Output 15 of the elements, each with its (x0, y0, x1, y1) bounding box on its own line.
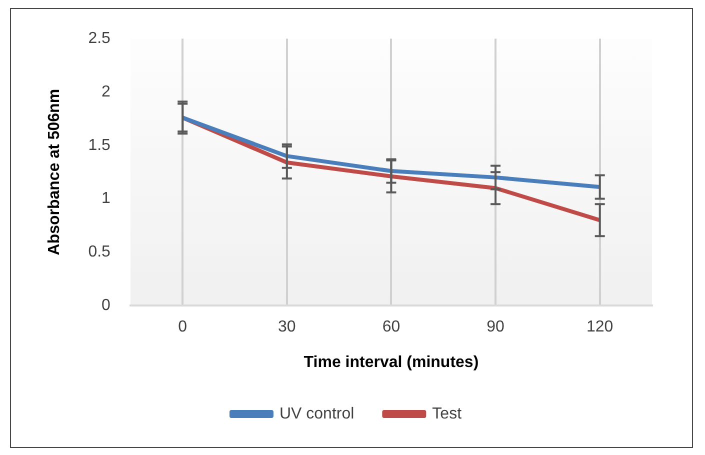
y-tick-label: 0.5 (88, 244, 111, 261)
y-tick-label: 0 (102, 297, 111, 314)
x-axis-title: Time interval (minutes) (304, 354, 479, 371)
x-tick-label: 60 (382, 318, 400, 336)
legend-label: UV control (279, 405, 354, 422)
x-tick-label: 30 (278, 318, 296, 336)
y-tick-label: 1 (102, 190, 111, 208)
x-tick-label: 0 (178, 318, 188, 336)
y-tick-label: 2.5 (88, 30, 111, 48)
y-tick-label: 2 (102, 83, 111, 100)
legend-label: Test (432, 405, 462, 422)
y-axis-title: Absorbance at 506nm (46, 88, 64, 256)
x-tick-label: 90 (486, 318, 505, 336)
x-tick-label: 120 (586, 318, 614, 336)
y-tick-label: 1.5 (88, 136, 111, 154)
